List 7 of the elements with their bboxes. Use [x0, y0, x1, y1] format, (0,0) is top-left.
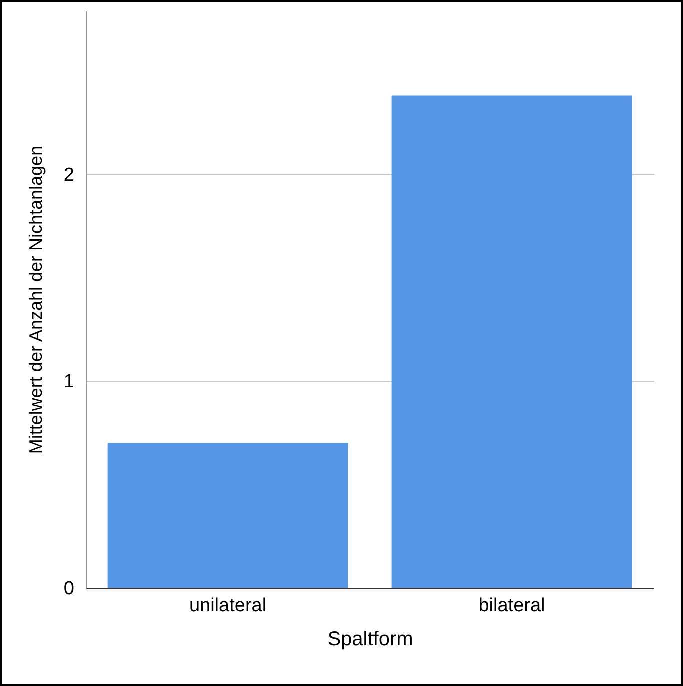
y-axis-title: Mittelwert der Anzahl der Nichtanlagen — [26, 146, 46, 454]
y-tick-label: 2 — [64, 164, 74, 186]
y-tick-label: 1 — [64, 372, 74, 393]
x-tick-label: unilateral — [189, 596, 267, 616]
x-tick-label: bilateral — [478, 596, 546, 616]
y-tick-label: 0 — [64, 578, 74, 600]
x-axis-title: Spaltform — [328, 628, 414, 650]
